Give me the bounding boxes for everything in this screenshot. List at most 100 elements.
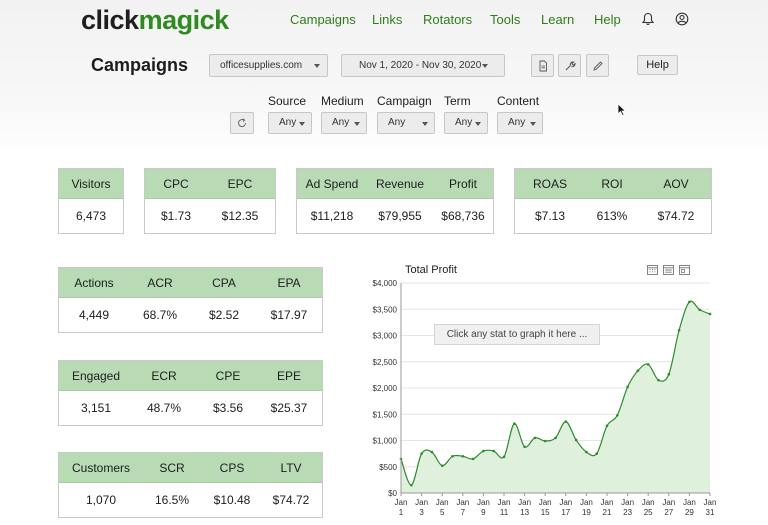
profit-data-point[interactable] (420, 452, 423, 455)
stat-value-actions[interactable]: 4,449 (78, 308, 110, 322)
stat-value-roas[interactable]: $7.13 (534, 209, 566, 223)
stat-value-aov[interactable]: $74.72 (657, 209, 695, 223)
stat-label-epe[interactable]: EPE (276, 369, 301, 383)
stat-label-visitors[interactable]: Visitors (71, 177, 111, 191)
profit-data-point[interactable] (708, 312, 712, 316)
profit-data-point[interactable] (667, 373, 671, 376)
stat-label-epa[interactable]: EPA (277, 276, 301, 290)
stat-label-cpa[interactable]: CPA (212, 276, 236, 290)
stat-label-acr[interactable]: ACR (147, 276, 173, 290)
profit-data-point[interactable] (502, 455, 506, 459)
nav-help[interactable]: Help (594, 12, 621, 27)
medium-filter-select[interactable]: Any (321, 112, 367, 134)
source-filter-select[interactable]: Any (268, 112, 312, 134)
account-select[interactable]: officesupplies.com (209, 54, 328, 77)
nav-links[interactable]: Links (372, 12, 403, 27)
stat-label-ecr[interactable]: ECR (151, 369, 177, 383)
refresh-button[interactable] (230, 112, 254, 134)
stat-value-scr[interactable]: 16.5% (154, 493, 190, 507)
stat-value-engaged[interactable]: 3,151 (80, 401, 112, 415)
nav-tools[interactable]: Tools (490, 12, 521, 27)
nav-campaigns[interactable]: Campaigns (290, 12, 356, 27)
stat-value-revenue[interactable]: $79,955 (378, 209, 422, 223)
profit-data-point[interactable] (646, 363, 650, 366)
date-range-select[interactable]: Nov 1, 2020 - Nov 30, 2020 (341, 54, 505, 77)
profit-data-point[interactable] (461, 454, 465, 458)
stat-label-engaged[interactable]: Engaged (71, 369, 121, 383)
stat-label-cpe[interactable]: CPE (215, 369, 241, 383)
profit-data-point[interactable] (533, 436, 537, 440)
profit-data-point[interactable] (626, 385, 629, 389)
profit-data-point[interactable] (616, 414, 619, 417)
stat-label-cps[interactable]: CPS (219, 461, 245, 475)
stat-label-ad-spend[interactable]: Ad Spend (305, 177, 359, 191)
stat-card-engaged: Engaged ECR CPE EPE 3,151 48.7% $3.56 $2… (58, 360, 323, 426)
stat-value-roi[interactable]: 613% (596, 209, 628, 223)
x-tick-day-label: 19 (582, 508, 591, 517)
stat-label-profit[interactable]: Profit (448, 177, 477, 191)
profit-data-point[interactable] (471, 457, 475, 461)
stat-label-epc[interactable]: EPC (227, 177, 253, 191)
report-button[interactable] (531, 54, 554, 77)
profit-data-point[interactable] (595, 452, 598, 455)
stat-label-ltv[interactable]: LTV (280, 461, 302, 475)
profit-data-point[interactable] (636, 369, 640, 372)
stat-value-profit[interactable]: $68,736 (441, 209, 485, 223)
profit-data-point[interactable] (440, 464, 444, 467)
stat-value-cpe[interactable]: $3.56 (212, 401, 244, 415)
stat-label-cpc[interactable]: CPC (163, 177, 189, 191)
profit-data-point[interactable] (554, 436, 557, 440)
settings-button[interactable] (558, 54, 581, 77)
content-filter-select[interactable]: Any (497, 112, 543, 134)
stat-label-roas[interactable]: ROAS (532, 177, 567, 191)
profit-data-point[interactable] (430, 450, 434, 454)
stat-label-revenue[interactable]: Revenue (375, 177, 425, 191)
stat-value-customers[interactable]: 1,070 (85, 493, 117, 507)
profit-data-point[interactable] (657, 378, 660, 382)
stat-value-cpa[interactable]: $2.52 (208, 308, 240, 322)
help-button[interactable]: Help (637, 55, 678, 75)
calendar-week-icon[interactable] (663, 264, 674, 275)
profit-data-point[interactable] (564, 420, 568, 423)
profit-data-point[interactable] (543, 439, 547, 443)
profit-data-point[interactable] (585, 450, 588, 454)
stat-label-actions[interactable]: Actions (74, 276, 114, 290)
stat-label-roi[interactable]: ROI (601, 177, 623, 191)
stat-label-aov[interactable]: AOV (663, 177, 689, 191)
stat-value-acr[interactable]: 68.7% (142, 308, 178, 322)
stat-value-visitors[interactable]: 6,473 (75, 209, 107, 223)
nav-rotators[interactable]: Rotators (423, 12, 473, 27)
profit-data-point[interactable] (688, 300, 691, 304)
profit-data-point[interactable] (482, 449, 485, 453)
profit-data-point[interactable] (513, 422, 516, 425)
profit-data-point[interactable] (523, 445, 526, 449)
stat-value-cpc[interactable]: $1.73 (160, 209, 192, 223)
calendar-month-icon[interactable] (679, 264, 690, 275)
stat-value-epe[interactable]: $25.37 (270, 401, 308, 415)
stat-label-scr[interactable]: SCR (159, 461, 185, 475)
campaign-filter-select[interactable]: Any (377, 112, 435, 134)
profit-data-point[interactable] (605, 424, 609, 428)
stat-value-cps[interactable]: $10.48 (213, 493, 251, 507)
y-tick-label: $2,500 (373, 358, 398, 367)
user-circle-icon[interactable] (675, 12, 689, 26)
stat-value-ecr[interactable]: 48.7% (146, 401, 182, 415)
stat-value-ltv[interactable]: $74.72 (272, 493, 310, 507)
profit-data-point[interactable] (410, 483, 413, 487)
nav-learn[interactable]: Learn (541, 12, 575, 27)
stat-label-customers[interactable]: Customers (71, 461, 130, 475)
clickmagick-logo[interactable]: clickmagick (81, 3, 229, 37)
profit-data-point[interactable] (451, 454, 454, 458)
bell-icon[interactable] (641, 12, 655, 26)
profit-data-point[interactable] (677, 328, 681, 332)
edit-button[interactable] (586, 54, 609, 77)
profit-data-point[interactable] (574, 438, 578, 442)
stat-value-epa[interactable]: $17.97 (270, 308, 308, 322)
total-profit-chart[interactable]: $0 $500 $1,000 $1,500 $2,000 $2,500 $3,000 $3,5… (355, 276, 720, 521)
profit-data-point[interactable] (492, 449, 495, 453)
calendar-day-icon[interactable] (647, 264, 658, 275)
stat-value-ad-spend[interactable]: $11,218 (310, 209, 354, 223)
term-filter-select[interactable]: Any (444, 112, 488, 134)
profit-data-point[interactable] (698, 308, 701, 312)
stat-value-epc[interactable]: $12.35 (221, 209, 259, 223)
